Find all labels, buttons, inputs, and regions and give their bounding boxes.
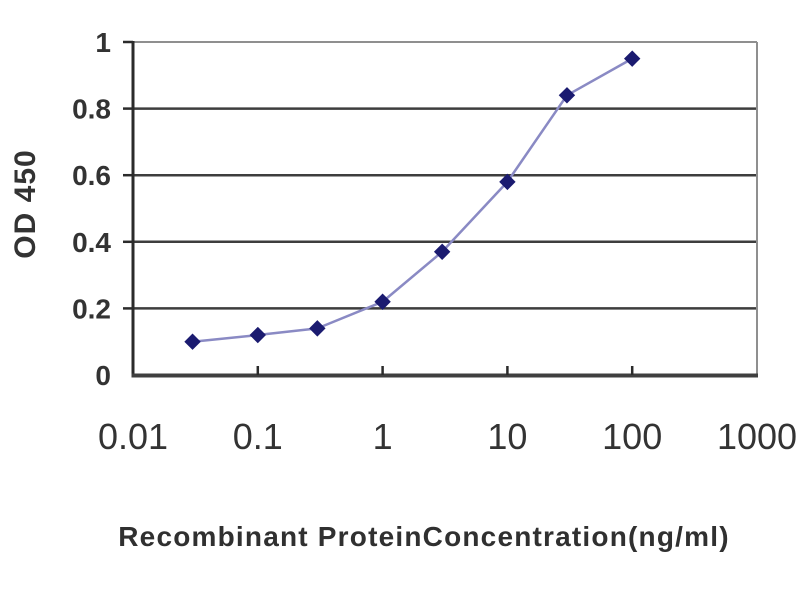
series-line (192, 57, 633, 343)
x-tick-label: 10 (487, 416, 527, 457)
y-tick-label: 0.8 (72, 94, 111, 125)
x-tick-label: 0.1 (233, 416, 283, 457)
x-axis-title: Recombinant ProteinConcentration(ng/ml) (118, 521, 730, 552)
data-point-marker (623, 50, 641, 67)
y-tick-label: 0 (95, 360, 111, 391)
x-tick-label: 1 (373, 416, 393, 457)
y-tick-label: 0.6 (72, 160, 111, 191)
data-point-marker (374, 293, 391, 310)
data-point-marker (249, 326, 267, 344)
data-point-marker (558, 87, 576, 104)
data-point-marker (309, 320, 326, 337)
data-point-marker (433, 243, 451, 260)
data-point-marker (499, 173, 516, 191)
y-tick-label: 1 (95, 27, 111, 58)
y-tick-label: 0.2 (72, 293, 111, 324)
y-tick-label: 0.4 (72, 227, 111, 258)
y-axis-title: OD 450 (9, 149, 42, 259)
x-tick-label: 100 (602, 416, 662, 457)
x-tick-label: 0.01 (98, 416, 168, 457)
data-point-marker (184, 333, 201, 350)
x-tick-label: 1000 (717, 416, 797, 457)
